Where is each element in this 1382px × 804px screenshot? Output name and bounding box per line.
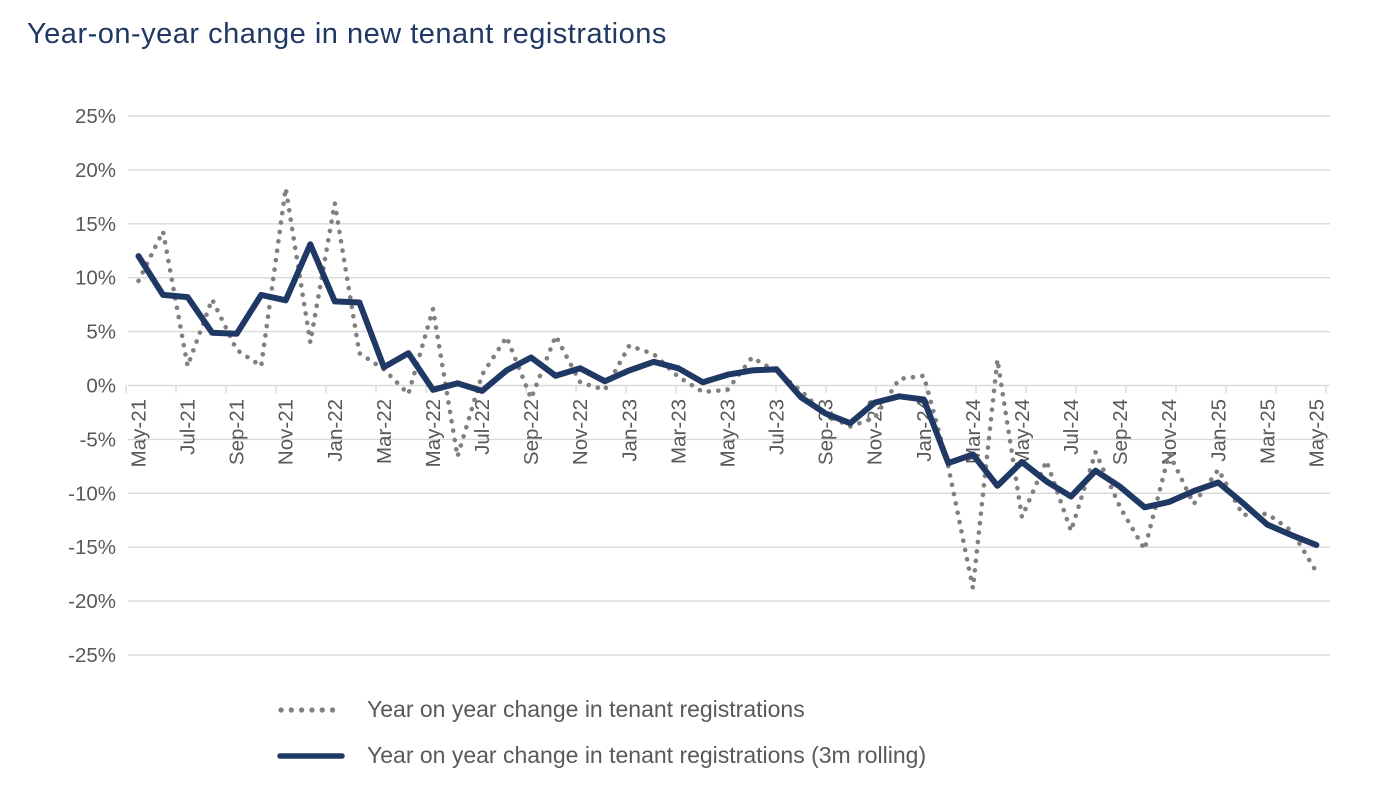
x-axis-label: Jan-24 xyxy=(913,399,936,462)
x-axis-label: Jul-21 xyxy=(177,399,200,455)
series-raw-dotted-line xyxy=(136,185,1319,591)
legend-label-rolling-series: Year on year change in tenant registrati… xyxy=(367,742,927,768)
x-axis-label: Jan-25 xyxy=(1207,399,1230,462)
x-axis-label: May-25 xyxy=(1305,399,1328,467)
legend-item-rolling-series: Year on year change in tenant registrati… xyxy=(277,742,926,769)
chart-legend: Year on year change in tenant registrati… xyxy=(277,696,926,769)
x-axis-label: Mar-24 xyxy=(962,399,985,464)
y-axis-label: -10% xyxy=(68,482,116,505)
x-axis-label: Jan-23 xyxy=(618,399,641,462)
x-axis-label: Mar-25 xyxy=(1256,399,1279,464)
x-axis-label: Nov-23 xyxy=(864,399,887,465)
x-axis-label: May-22 xyxy=(422,399,445,467)
solid-line-icon xyxy=(277,752,345,759)
x-axis-label: Jan-22 xyxy=(324,399,347,462)
x-axis-label: Jul-23 xyxy=(766,399,789,455)
series-3m-rolling-line xyxy=(135,241,1320,548)
y-axis-label: -25% xyxy=(68,644,116,667)
legend-item-raw-series: Year on year change in tenant registrati… xyxy=(277,696,926,723)
y-axis-label: 5% xyxy=(86,321,116,344)
x-axis-label: May-21 xyxy=(128,399,151,467)
x-axis-label: Jul-24 xyxy=(1060,399,1083,455)
y-axis-label: -15% xyxy=(68,536,116,559)
y-axis-label: -5% xyxy=(80,428,116,451)
chart-title: Year-on-year change in new tenant regist… xyxy=(27,18,667,50)
y-axis-label: 10% xyxy=(75,267,116,290)
dotted-line-icon xyxy=(278,706,344,713)
x-axis-label: May-24 xyxy=(1011,399,1034,467)
legend-label-raw-series: Year on year change in tenant registrati… xyxy=(367,696,805,722)
x-axis-label: May-23 xyxy=(716,399,739,467)
x-axis-label: Nov-21 xyxy=(275,399,298,465)
x-axis-label: Sep-21 xyxy=(226,399,249,465)
y-axis-label: 15% xyxy=(75,213,116,236)
x-axis-label: Mar-23 xyxy=(667,399,690,464)
y-axis-label: 25% xyxy=(75,105,116,128)
y-axis-label: -20% xyxy=(68,590,116,613)
y-axis-label: 20% xyxy=(75,159,116,182)
x-axis-label: Sep-24 xyxy=(1109,399,1132,465)
y-axis-label: 0% xyxy=(86,375,116,398)
x-axis-label: Mar-22 xyxy=(373,399,396,464)
x-axis-label: Nov-24 xyxy=(1158,399,1181,465)
x-axis-label: Sep-23 xyxy=(815,399,838,465)
x-axis-label: Jul-22 xyxy=(471,399,494,455)
x-axis-label: Sep-22 xyxy=(520,399,543,465)
x-axis-label: Nov-22 xyxy=(569,399,592,465)
